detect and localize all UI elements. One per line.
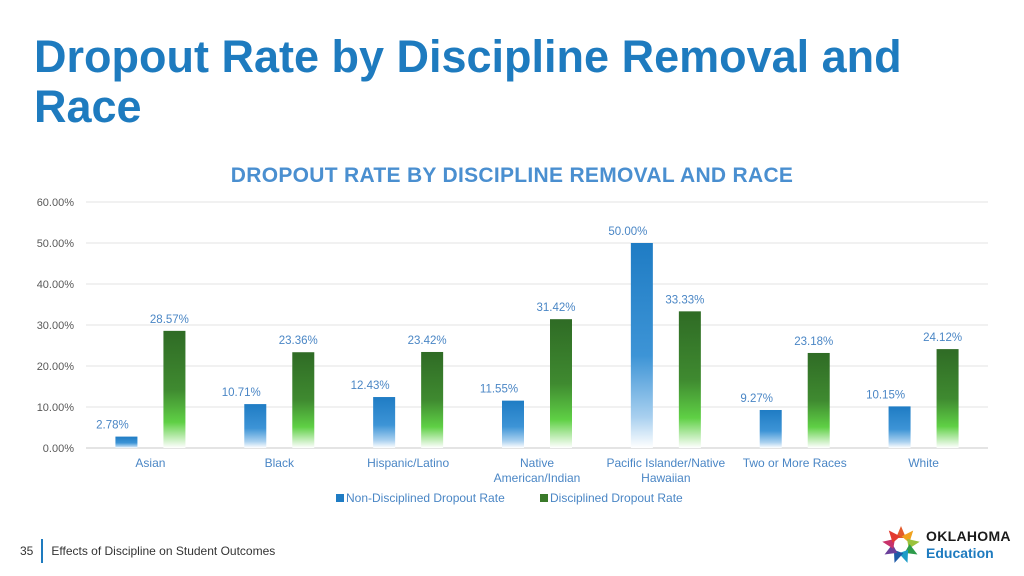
y-tick-label: 30.00% (37, 320, 75, 332)
bar-non-disciplined (115, 436, 138, 448)
data-label: 24.12% (923, 332, 962, 344)
x-tick-label: White (908, 456, 939, 470)
bars (115, 243, 959, 448)
data-label: 10.15% (866, 389, 905, 401)
data-label: 23.36% (279, 335, 318, 347)
data-label: 23.18% (794, 336, 833, 348)
y-tick-label: 50.00% (37, 238, 75, 250)
chart-title: DROPOUT RATE BY DISCIPLINE REMOVAL AND R… (230, 164, 794, 187)
bar-non-disciplined (630, 243, 653, 448)
y-axis-ticks: 0.00% 10.00% 20.00% 30.00% 40.00% 50.00% 60.00… (37, 197, 75, 455)
data-label: 33.33% (665, 294, 704, 306)
logo-text-oklahoma: OKLAHOMA (926, 528, 1011, 544)
legend-swatch (540, 494, 548, 502)
y-tick-label: 0.00% (43, 443, 74, 455)
data-label: 2.78% (96, 420, 129, 432)
legend: Non-Disciplined Dropout Rate Disciplined … (336, 491, 683, 505)
bar-non-disciplined (373, 397, 396, 448)
bar-disciplined (678, 311, 701, 448)
data-label: 12.43% (351, 380, 390, 392)
bar-disciplined (550, 319, 572, 448)
gridlines (86, 201, 988, 449)
legend-label: Disciplined Dropout Rate (550, 491, 683, 505)
bar-disciplined (936, 349, 959, 448)
x-tick-label: Black (265, 456, 295, 470)
bar-non-disciplined (244, 404, 267, 448)
bar-non-disciplined (759, 409, 782, 448)
footer: 35 Effects of Discipline on Student Outc… (20, 538, 275, 564)
y-tick-label: 10.00% (37, 402, 75, 414)
x-tick-label: Two or More Races (743, 456, 847, 470)
bar-non-disciplined (502, 400, 524, 448)
logo-text-education: Education (926, 545, 994, 561)
data-label: 23.42% (408, 335, 447, 347)
slide-title: Dropout Rate by Discipline Removal and R… (34, 31, 902, 132)
x-tick-label: Native American/Indian (494, 456, 581, 485)
x-tick-label: Asian (135, 456, 165, 470)
data-labels: 2.78% 28.57% 10.71% 23.36% 12.43% 23.42% 11.55… (96, 226, 962, 432)
star-burst-icon (882, 526, 920, 563)
footer-divider (41, 539, 44, 563)
data-label: 28.57% (150, 314, 189, 326)
page-number: 35 (20, 544, 34, 558)
legend-label: Non-Disciplined Dropout Rate (346, 491, 505, 505)
y-tick-label: 40.00% (37, 279, 75, 291)
y-tick-label: 60.00% (37, 197, 75, 209)
x-tick-label: Hispanic/Latino (367, 456, 449, 470)
data-label: 31.42% (536, 302, 575, 314)
data-label: 9.27% (740, 393, 773, 405)
bar-disciplined (292, 352, 315, 448)
footer-text: Effects of Discipline on Student Outcome… (51, 544, 276, 558)
x-tick-label: Pacific Islander/Native Hawaiian (606, 456, 725, 485)
x-axis-ticks: Asian Black Hispanic/Latino Native American/… (135, 456, 939, 485)
data-label: 11.55% (480, 384, 518, 396)
oklahoma-education-logo: OKLAHOMA Education (880, 522, 1011, 566)
y-tick-label: 20.00% (37, 361, 75, 373)
data-label: 50.00% (608, 226, 647, 238)
bar-disciplined (807, 352, 830, 448)
bar-non-disciplined (888, 406, 911, 448)
bar-disciplined (421, 351, 444, 448)
data-label: 10.71% (222, 387, 261, 399)
bar-disciplined (163, 330, 186, 448)
legend-swatch (336, 494, 344, 502)
